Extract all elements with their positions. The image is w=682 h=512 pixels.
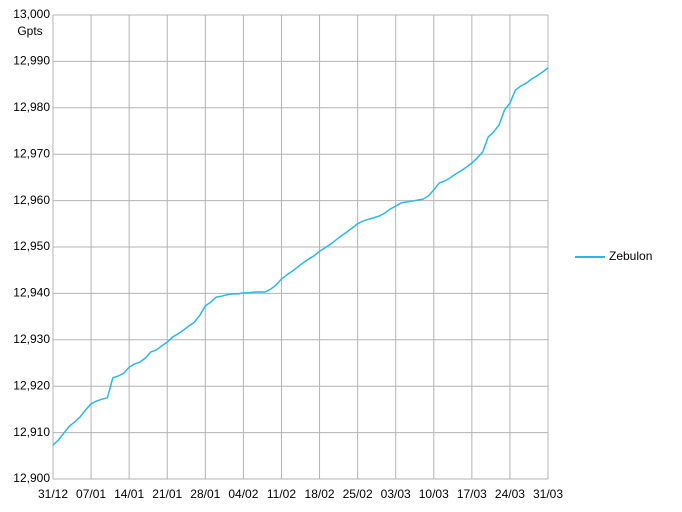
y-tick-label: 12,910: [13, 425, 50, 439]
x-tick-label: 21/01: [152, 487, 182, 501]
y-tick-label: 12,980: [13, 100, 50, 114]
x-tick-label: 11/02: [267, 487, 296, 501]
x-tick-label: 25/02: [343, 487, 373, 501]
x-tick-label: 28/01: [190, 487, 220, 501]
y-tick-label: 12,960: [13, 193, 50, 207]
y-tick-label: 12,950: [13, 239, 50, 253]
y-tick-label: 12,990: [13, 54, 50, 68]
x-tick-label: 04/02: [228, 487, 258, 501]
x-tick-label: 10/03: [419, 487, 449, 501]
y-tick-label: 13,000: [13, 7, 50, 21]
y-tick-label: 12,930: [13, 332, 50, 346]
y-tick-label: 12,920: [13, 378, 50, 392]
y-tick-label: 12,900: [13, 471, 50, 485]
x-tick-label: 31/12: [38, 487, 68, 501]
x-tick-label: 24/03: [495, 487, 525, 501]
x-tick-label: 18/02: [305, 487, 335, 501]
x-tick-label: 03/03: [381, 487, 411, 501]
x-tick-label: 07/01: [76, 487, 106, 501]
x-tick-label: 14/01: [114, 487, 144, 501]
legend-label: Zebulon: [609, 249, 652, 263]
data-line: [52, 67, 549, 446]
y-tick-label: 12,970: [13, 146, 50, 160]
y-tick-label: 12,940: [13, 286, 50, 300]
x-tick-label: 31/03: [533, 487, 563, 501]
x-tick-label: 17/03: [457, 487, 487, 501]
y-axis-label: Gpts: [17, 24, 42, 38]
